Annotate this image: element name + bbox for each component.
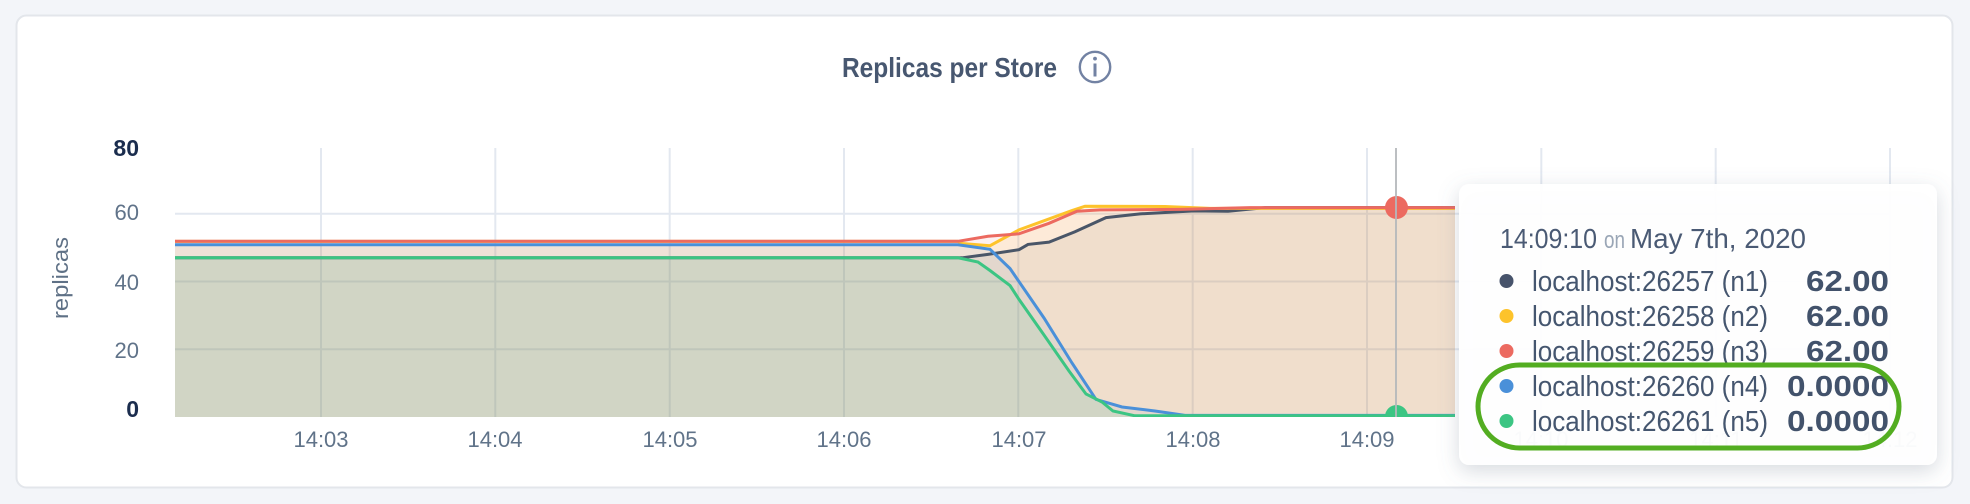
svg-text:14:04: 14:04 [467, 427, 522, 452]
svg-text:62.00: 62.00 [1806, 266, 1889, 298]
svg-text:localhost:26258 (n2): localhost:26258 (n2) [1532, 301, 1768, 333]
svg-text:0: 0 [126, 396, 139, 422]
svg-text:20: 20 [115, 338, 139, 363]
svg-text:0.0000: 0.0000 [1787, 406, 1889, 438]
svg-text:localhost:26260 (n4): localhost:26260 (n4) [1532, 371, 1768, 403]
svg-text:localhost:26257 (n1): localhost:26257 (n1) [1532, 266, 1768, 298]
svg-text:14:08: 14:08 [1165, 427, 1220, 452]
svg-text:on: on [1604, 227, 1625, 254]
svg-text:14:09:10: 14:09:10 [1500, 223, 1597, 254]
svg-text:May 7th, 2020: May 7th, 2020 [1630, 223, 1806, 254]
svg-text:Replicas per Store: Replicas per Store [842, 52, 1057, 83]
svg-text:14:07: 14:07 [991, 427, 1046, 452]
svg-text:14:03: 14:03 [293, 427, 348, 452]
svg-text:0.0000: 0.0000 [1787, 371, 1889, 403]
svg-text:40: 40 [115, 270, 139, 295]
svg-text:14:05: 14:05 [642, 427, 697, 452]
svg-text:62.00: 62.00 [1806, 301, 1889, 333]
svg-text:replicas: replicas [48, 237, 73, 319]
svg-text:14:06: 14:06 [816, 427, 871, 452]
svg-text:14:09: 14:09 [1339, 427, 1394, 452]
svg-text:60: 60 [115, 200, 139, 225]
svg-text:80: 80 [113, 135, 139, 161]
svg-text:localhost:26261 (n5): localhost:26261 (n5) [1532, 406, 1768, 438]
